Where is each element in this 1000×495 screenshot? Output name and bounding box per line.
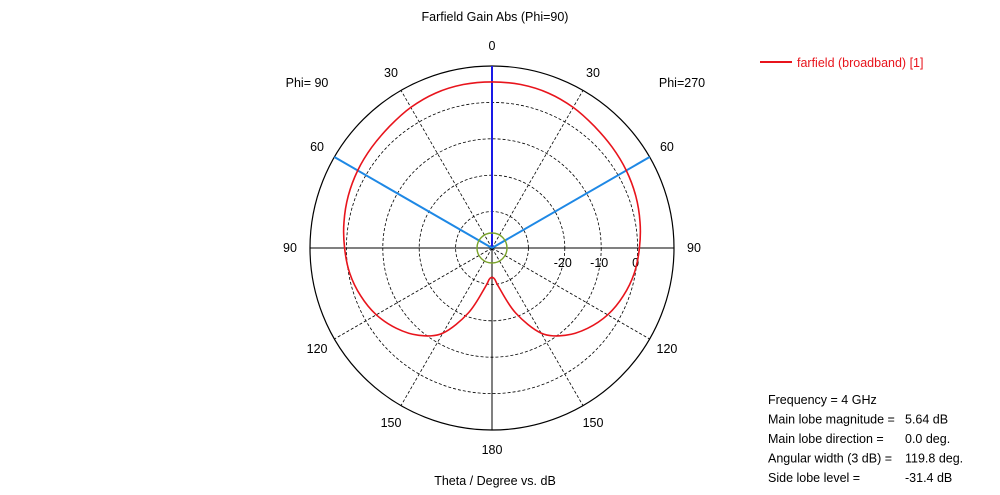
grid-spoke: [400, 247, 493, 406]
right-half-label: Phi=270: [659, 76, 705, 90]
info-label: Main lobe magnitude =: [768, 413, 895, 427]
angle-tick-label: 60: [660, 140, 674, 154]
grid-spoke: [334, 247, 493, 340]
info-value: 5.64 dB: [905, 413, 948, 427]
info-label: Frequency = 4 GHz: [768, 393, 877, 407]
info-label: Side lobe level =: [768, 471, 860, 485]
reference-circle: [476, 232, 508, 264]
info-value: 0.0 deg.: [905, 432, 950, 446]
info-value: -31.4 dB: [905, 471, 952, 485]
angle-tick-label: 60: [310, 140, 324, 154]
info-label: Angular width (3 dB) =: [768, 452, 892, 466]
info-value: 119.8 deg.: [905, 452, 963, 466]
grid-spoke: [491, 247, 584, 406]
info-label: Main lobe direction =: [768, 432, 884, 446]
legend: farfield (broadband) [1]: [760, 56, 923, 70]
series-group: [342, 81, 642, 337]
angle-tick-label: 90: [687, 241, 701, 255]
angle-tick-label: 30: [586, 66, 600, 80]
grid-spoke: [491, 247, 650, 340]
chart-title: Farfield Gain Abs (Phi=90): [422, 10, 569, 24]
grid-spoke: [491, 90, 584, 249]
angle-tick-label: 180: [482, 443, 503, 457]
info-box: Frequency = 4 GHz Main lobe magnitude = 5.…: [768, 393, 963, 485]
main-lobe-width-line: [333, 156, 493, 249]
angle-tick-label: 120: [657, 342, 678, 356]
grid-spoke: [400, 90, 493, 249]
angle-tick-label: 0: [489, 39, 496, 53]
radial-tick-labels: -20 -10 0: [554, 256, 639, 270]
angle-tick-label: 30: [384, 66, 398, 80]
left-half-label: Phi= 90: [286, 76, 329, 90]
angle-labels: 0 30 30 60 60 90 90 120 120 150 150 180: [283, 39, 701, 457]
x-axis-label: Theta / Degree vs. dB: [434, 474, 556, 488]
angle-tick-label: 150: [583, 416, 604, 430]
angle-tick-label: 150: [381, 416, 402, 430]
angle-tick-label: 90: [283, 241, 297, 255]
main-lobe-lines: [333, 66, 651, 249]
radial-tick-label: -10: [590, 256, 608, 270]
angle-tick-label: 120: [307, 342, 328, 356]
radial-tick-label: 0: [632, 256, 639, 270]
legend-entry: farfield (broadband) [1]: [797, 56, 923, 70]
radial-tick-label: -20: [554, 256, 572, 270]
series-line-farfield: [342, 81, 642, 337]
main-lobe-width-line: [491, 156, 651, 249]
